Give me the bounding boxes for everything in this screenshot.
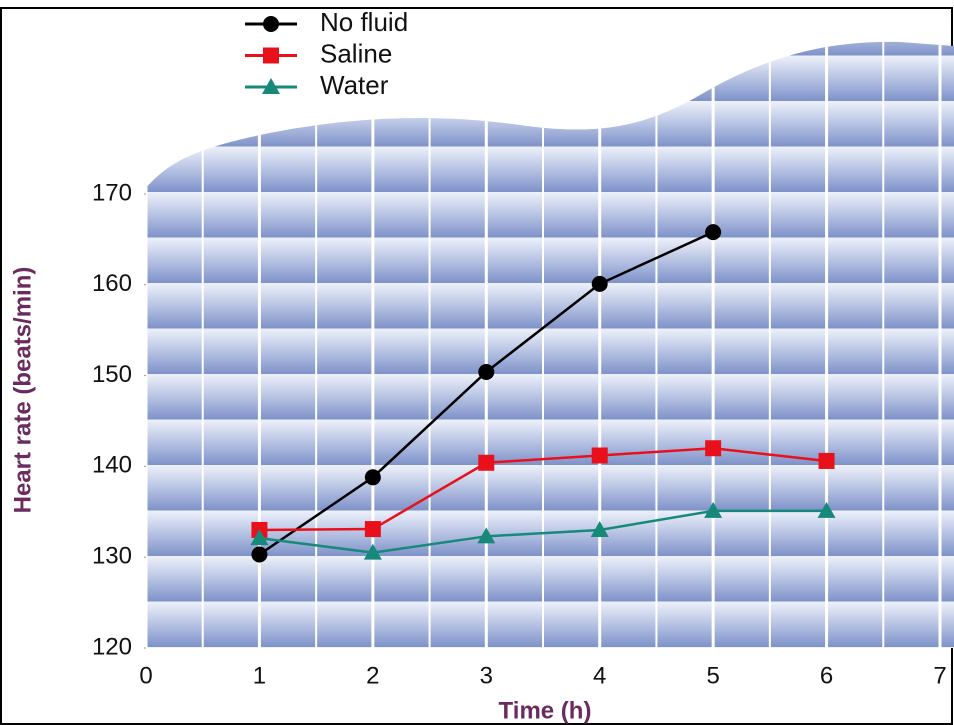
marker bbox=[590, 520, 609, 537]
x-tick-label: 0 bbox=[139, 662, 152, 689]
plot-fill bbox=[146, 41, 954, 648]
x-tick-label: 7 bbox=[933, 662, 946, 689]
marker bbox=[263, 16, 279, 32]
marker bbox=[817, 501, 836, 518]
y-tick-label: 130 bbox=[92, 543, 132, 570]
marker bbox=[478, 454, 495, 471]
legend-label: Saline bbox=[320, 38, 392, 68]
marker bbox=[704, 501, 723, 518]
x-axis-title: Time (h) bbox=[499, 697, 592, 724]
x-tick-label: 1 bbox=[253, 662, 266, 689]
y-tick-label: 160 bbox=[92, 270, 132, 297]
series-line bbox=[259, 446, 827, 532]
marker bbox=[251, 546, 268, 563]
marker bbox=[478, 363, 495, 380]
marker bbox=[363, 543, 382, 560]
x-tick-label: 2 bbox=[366, 662, 379, 689]
y-tick-label: 150 bbox=[92, 361, 132, 388]
x-tick-label: 6 bbox=[820, 662, 833, 689]
marker bbox=[250, 529, 269, 546]
plot-background bbox=[146, 41, 954, 648]
marker bbox=[262, 78, 280, 94]
x-tick-label: 3 bbox=[480, 662, 493, 689]
marker bbox=[705, 440, 722, 457]
marker bbox=[705, 224, 722, 241]
marker bbox=[477, 527, 496, 544]
y-tick-label: 120 bbox=[92, 633, 132, 660]
series-line bbox=[259, 509, 827, 554]
marker bbox=[591, 447, 608, 464]
marker bbox=[364, 469, 381, 486]
marker bbox=[263, 47, 279, 64]
marker bbox=[591, 275, 608, 292]
y-axis-title: Heart rate (beats/min) bbox=[9, 267, 36, 514]
marker bbox=[818, 452, 835, 469]
y-tick-label: 170 bbox=[92, 179, 132, 206]
marker bbox=[364, 521, 381, 538]
y-tick-label: 140 bbox=[92, 452, 132, 479]
x-tick-label: 5 bbox=[706, 662, 719, 689]
x-tick-label: 4 bbox=[593, 662, 606, 689]
legend-label: No fluid bbox=[320, 7, 408, 37]
legend-label: Water bbox=[320, 70, 389, 100]
